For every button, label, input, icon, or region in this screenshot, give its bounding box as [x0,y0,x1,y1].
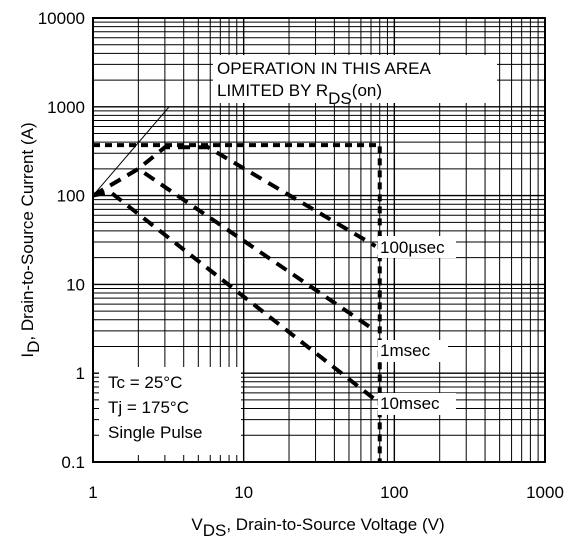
label-bg-1ms [378,340,448,362]
y-tick-label: 1 [76,364,85,383]
y-axis-label: ID, Drain-to-Source Current (A) [18,122,43,357]
condition-pulse: Single Pulse [108,423,203,442]
x-tick-label: 10 [234,483,253,502]
y-tick-label: 0.1 [61,453,85,472]
label-bg-10ms [378,393,456,415]
x-tick-label: 100 [380,483,408,502]
x-tick-label: 1000 [526,483,564,502]
annotation-line-2: LIMITED BY RDS(on) [217,81,382,108]
series-line-1 [91,166,377,333]
annotation-line-1: OPERATION IN THIS AREA [217,59,431,78]
conditions-background [99,367,241,455]
x-axis-label: VDS, Drain-to-Source Voltage (V) [191,515,444,540]
condition-tc: Tc = 25°C [108,373,182,392]
y-tick-label: 100 [57,187,85,206]
condition-tj: Tj = 175°C [108,398,189,417]
x-tick-label: 1 [88,483,97,502]
y-tick-label: 10000 [38,9,85,28]
series-line-2 [92,189,377,402]
rds-limit-line [92,106,170,196]
series-label-10ms: 10msec [380,394,440,413]
y-tick-label: 1000 [47,98,85,117]
series-label-1ms: 1msec [380,341,431,360]
y-tick-label: 10 [66,275,85,294]
series-label-100us: 100µsec [380,238,445,257]
label-bg-100us [378,236,456,258]
plot-frame [92,17,546,463]
annotation-background [213,55,497,103]
series-line-0 [91,145,377,248]
